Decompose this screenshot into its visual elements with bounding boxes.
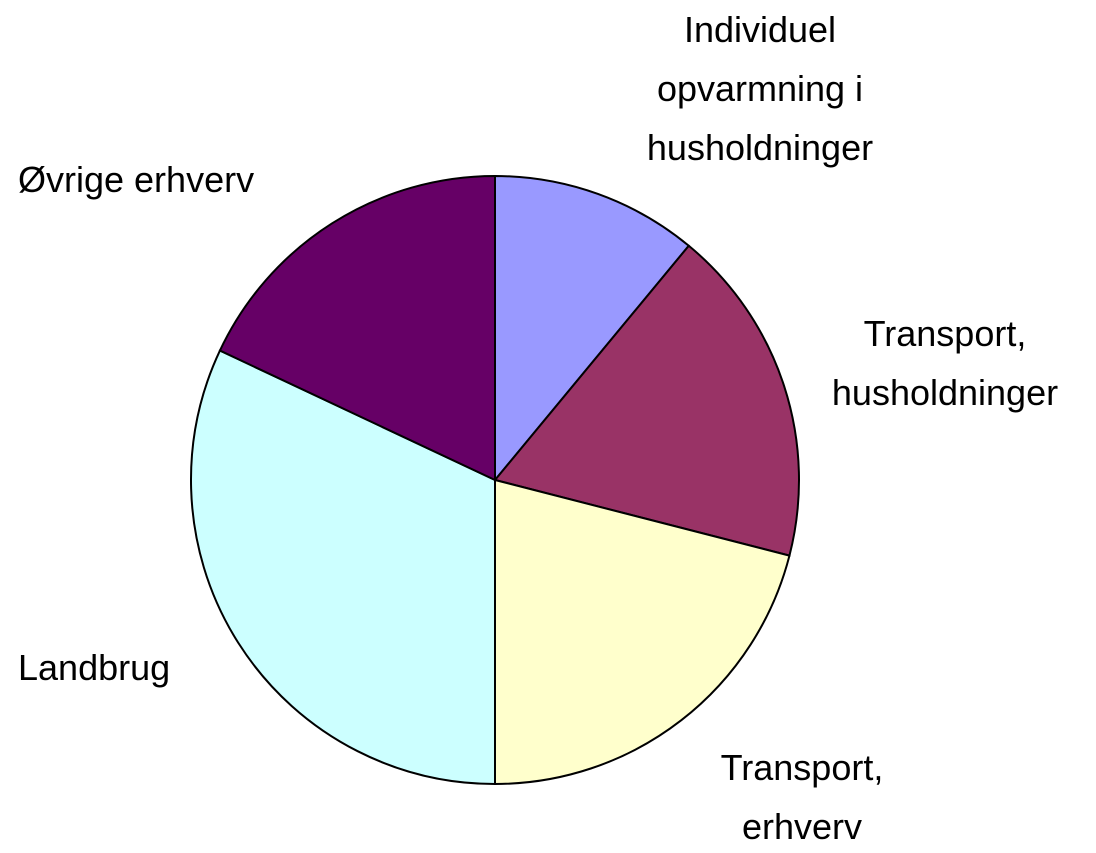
pie-slice (494, 174, 691, 483)
label-line: erhverv (742, 806, 862, 847)
label-line: Landbrug (18, 647, 170, 688)
label-line: husholdninger (647, 127, 873, 168)
slice-label: Landbrug (18, 647, 170, 688)
label-line: Transport, (721, 747, 884, 788)
pie-slice (493, 244, 800, 557)
slice-label: Transport, husholdninger (832, 313, 1058, 413)
slice-label: Øvrige erhverv (18, 159, 254, 200)
label-line: Øvrige erhverv (18, 159, 254, 200)
label-line: opvarmning i (657, 68, 863, 109)
pie-slice (218, 174, 496, 482)
slice-label: Individuel opvarmning i husholdninger (647, 9, 873, 168)
label-line: Individuel (684, 9, 836, 50)
label-line: Transport, (864, 313, 1027, 354)
pie-slice (190, 349, 496, 786)
pie-slice (494, 478, 791, 786)
label-line: husholdninger (832, 372, 1058, 413)
slice-label: Transport, erhverv (721, 747, 884, 847)
